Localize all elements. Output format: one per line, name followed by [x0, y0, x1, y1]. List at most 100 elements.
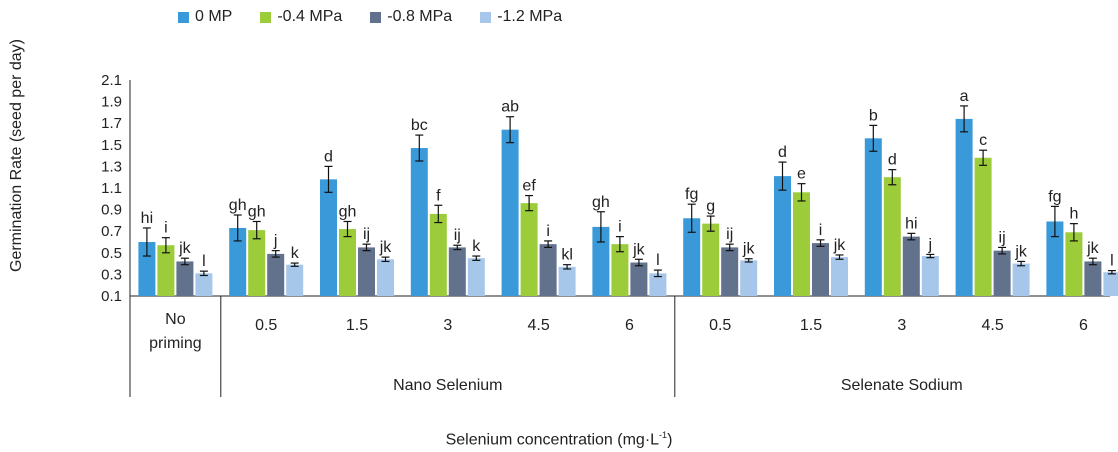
bar [683, 218, 701, 296]
significance-letter: h [1069, 206, 1078, 223]
significance-letter: e [797, 166, 806, 183]
bar [812, 243, 829, 296]
bar [721, 247, 739, 296]
y-tick-label: 0.7 [101, 223, 122, 240]
y-tick-label: 0.1 [101, 288, 122, 305]
significance-letter: jk [1086, 240, 1100, 257]
bar [358, 247, 375, 296]
bar [320, 179, 337, 296]
y-tick-label: 0.5 [101, 245, 122, 262]
bar [974, 157, 992, 296]
bar [176, 261, 194, 296]
category-label: No [165, 311, 186, 328]
bar [138, 242, 156, 296]
significance-letter: j [928, 236, 933, 253]
significance-letter: fg [1048, 188, 1061, 205]
significance-letter: hi [905, 215, 917, 232]
y-tick-label: 1.3 [101, 158, 122, 175]
significance-letter: i [819, 222, 823, 239]
bar [1084, 261, 1102, 296]
bar [429, 213, 447, 296]
bar [883, 177, 901, 296]
x-axis-title-close: ) [667, 431, 673, 449]
legend-label-0-8mpa: -0.8 MPa [387, 8, 453, 25]
legend-item-0-4mpa: -0.4 MPa [260, 8, 342, 26]
significance-letter: ij [363, 226, 370, 243]
significance-letter: fg [685, 186, 698, 203]
y-tick-label: 0.3 [101, 266, 122, 283]
significance-letter: i [546, 223, 550, 240]
significance-letter: gh [592, 194, 610, 211]
significance-letter: l [656, 252, 660, 269]
category-label: 3 [897, 317, 906, 334]
significance-letter: jk [833, 237, 847, 254]
significance-letter: hi [141, 210, 153, 227]
significance-letter: c [979, 132, 987, 149]
section-label-nano: Nano Selenium [393, 377, 502, 394]
bar [592, 226, 610, 296]
bar [286, 264, 304, 296]
significance-letter: ab [501, 99, 519, 116]
category-label: 1.5 [800, 317, 822, 334]
significance-letter: ij [726, 226, 733, 243]
significance-letter: jk [379, 239, 393, 256]
category-label: 4.5 [527, 317, 549, 334]
legend-swatch-0-8mpa [370, 11, 382, 23]
bar [630, 262, 648, 296]
bar [864, 138, 882, 296]
bar [339, 229, 356, 296]
significance-letter: i [164, 220, 168, 237]
legend-item-0-8mpa: -0.8 MPa [370, 8, 452, 26]
bar [1012, 263, 1030, 296]
legend-item-0mp: 0 MP [178, 8, 232, 26]
significance-letter: f [436, 187, 441, 204]
legend-swatch-0-4mpa [260, 11, 272, 23]
bar [611, 244, 629, 296]
bar [1065, 232, 1083, 296]
legend-label-0mp: 0 MP [195, 8, 233, 25]
chart-legend: 0 MP -0.4 MPa -0.8 MPa -1.2 MPa [178, 8, 562, 26]
bar [501, 129, 519, 296]
bar [1103, 272, 1118, 296]
category-label: 4.5 [981, 317, 1003, 334]
significance-letter: a [960, 88, 969, 105]
significance-letter: i [618, 219, 622, 236]
y-tick-label: 1.9 [101, 94, 122, 111]
y-tick-label: 2.1 [101, 72, 122, 89]
significance-letter: k [472, 238, 481, 255]
significance-letter: jk [1014, 243, 1028, 260]
significance-letter: d [324, 148, 333, 165]
legend-label-0-4mpa: -0.4 MPa [277, 8, 343, 25]
bar [955, 118, 973, 296]
bar [467, 258, 485, 296]
significance-letter: ij [454, 227, 461, 244]
category-label: 6 [625, 317, 634, 334]
bar [520, 203, 538, 296]
significance-letter: k [291, 245, 300, 262]
bar [539, 244, 557, 296]
bar [902, 236, 920, 296]
significance-letter: gh [229, 197, 247, 214]
bar [993, 250, 1011, 296]
legend-item-1-2mpa: -1.2 MPa [480, 8, 562, 26]
significance-letter: ij [999, 229, 1006, 246]
section-label-selenate: Selenate Sodium [841, 377, 963, 394]
significance-letter: g [706, 198, 715, 215]
x-axis-title-text: Selenium concentration (mg·L [445, 431, 660, 449]
significance-letter: bc [411, 117, 428, 134]
category-label: 0.5 [709, 317, 731, 334]
bar [195, 273, 213, 296]
legend-swatch-0mp [178, 11, 189, 23]
bar [831, 257, 848, 296]
bar [1046, 221, 1064, 296]
significance-letter: j [273, 233, 278, 250]
category-label: 6 [1079, 317, 1088, 334]
significance-letter: l [202, 253, 206, 270]
significance-letter: gh [248, 203, 266, 220]
significance-letter: jk [742, 241, 756, 258]
bar [793, 192, 810, 296]
y-tick-label: 1.1 [101, 180, 122, 197]
significance-letter: gh [339, 203, 357, 220]
significance-letter: d [888, 152, 897, 169]
significance-letter: jk [178, 240, 192, 257]
